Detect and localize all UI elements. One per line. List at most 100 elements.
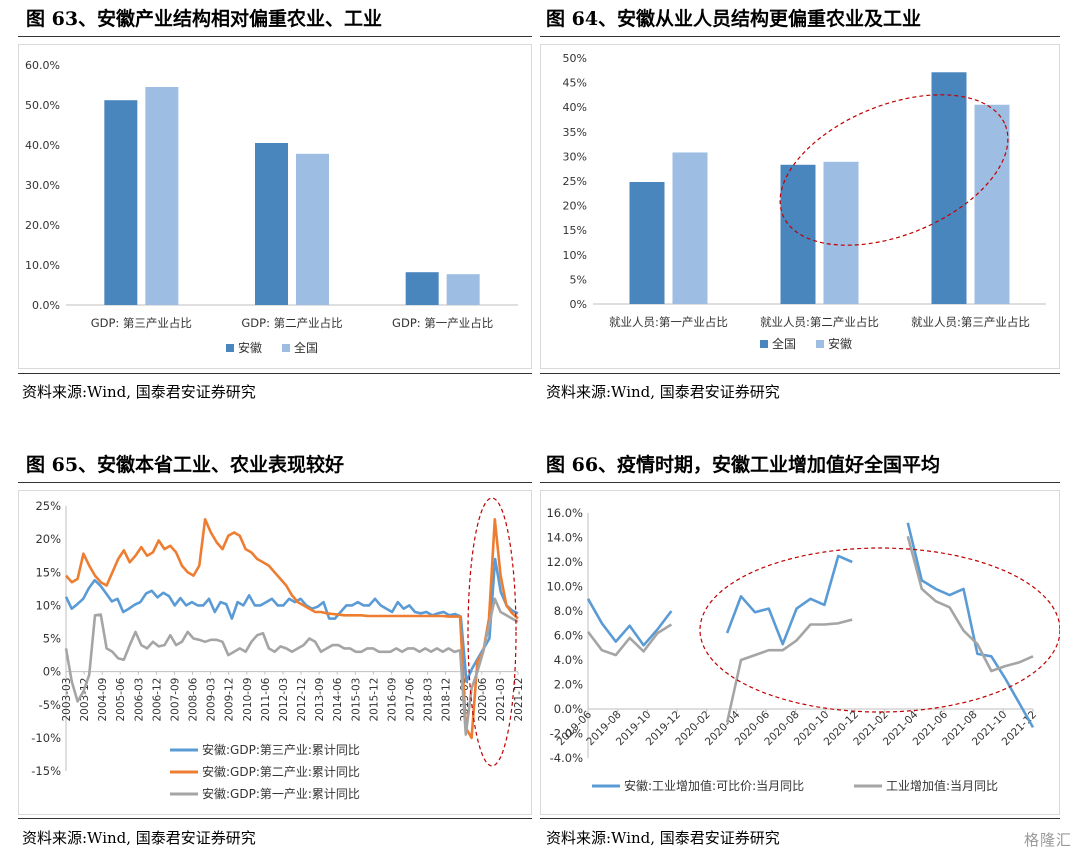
y-tick-label: 6.0%: [554, 629, 583, 643]
y-tick-label: 50.0%: [25, 99, 60, 112]
y-tick-label: 0.0%: [554, 702, 583, 716]
title-rule: [540, 36, 1060, 37]
series-line: [64, 597, 519, 736]
title-rule: [18, 482, 532, 483]
y-tick-label: 35%: [563, 126, 587, 139]
series-line: [64, 557, 519, 683]
y-tick-label: -5%: [39, 698, 61, 712]
chart-66: -4.0% -2.0% 0.0% 2.0% 4.0% 6.0% 8.0% 10.0% 12.0%…: [540, 490, 1061, 815]
y-tick-label: 12.0%: [546, 555, 583, 569]
y-tick-label: 0%: [43, 665, 61, 679]
y-tick-label: 20%: [35, 532, 61, 546]
x-tick-label: 2010-09: [242, 678, 254, 722]
y-tick-label: -4.0%: [550, 751, 583, 765]
x-tick-label: 2003-12: [79, 678, 91, 722]
y-tick-label: 10%: [35, 598, 61, 612]
chart-63: 0.0% 10.0% 20.0% 30.0% 40.0% 50.0% 60.0% GDP: 第…: [18, 44, 532, 369]
series-line: [725, 554, 853, 646]
y-tick-label: 20.0%: [25, 219, 60, 232]
y-tick-label: 2.0%: [554, 678, 583, 692]
y-tick-label: 25%: [563, 175, 587, 188]
chart-65-svg: -15% -10% -5% 0% 5% 10% 15% 20% 25% 2003-03 2003-1…: [18, 490, 532, 815]
y-tick-label: 30.0%: [25, 179, 60, 192]
title-rule: [540, 482, 1060, 483]
y-tick-label: 10.0%: [546, 580, 583, 594]
category-label: GDP: 第一产业占比: [392, 316, 493, 330]
x-tick-label: 2006-03: [133, 678, 145, 722]
x-tick-label: 2013-09: [314, 678, 326, 722]
x-tick-label: 2015-03: [350, 678, 362, 722]
y-tick-label: 60.0%: [25, 59, 60, 72]
y-tick-label: -15%: [31, 764, 61, 778]
y-tick-label: 5%: [43, 632, 61, 646]
y-tick-label: 15%: [563, 224, 587, 237]
legend-label: 全国: [294, 340, 318, 355]
legend-label: 安徽: [238, 340, 262, 355]
legend-label: 安徽: [828, 336, 852, 351]
bar-series1: [629, 181, 665, 304]
figure-66-title: 图 66、疫情时期，安徽工业增加值好全国平均: [546, 454, 941, 476]
x-tick-label: 2020-06: [477, 677, 489, 721]
chart-63-svg: 0.0% 10.0% 20.0% 30.0% 40.0% 50.0% 60.0% GDP: 第…: [18, 44, 532, 369]
x-tick-label: 2016-09: [386, 678, 398, 722]
y-tick-label: 14.0%: [546, 531, 583, 545]
highlight-ellipse: [779, 94, 1009, 246]
x-tick-label: 2009-12: [224, 678, 236, 722]
chart-66-svg: -4.0% -2.0% 0.0% 2.0% 4.0% 6.0% 8.0% 10.0% 12.0%…: [540, 490, 1061, 815]
category-label: GDP: 第二产业占比: [241, 316, 342, 330]
legend-swatch: [282, 344, 290, 352]
legend-label: 安徽:工业增加值:可比价:当月同比: [624, 778, 804, 793]
x-tick-label: 2018-12: [441, 678, 453, 722]
figure-65-title: 图 65、安徽本省工业、农业表现较好: [26, 454, 345, 476]
y-tick-label: 5%: [570, 273, 587, 286]
x-tick-label: 2011-06: [260, 677, 272, 721]
watermark-logo: 格隆汇: [1023, 831, 1072, 849]
chart-64: 0% 5% 10% 15% 20% 25% 30% 35% 40% 45% 50% 就业人员:第一产业…: [540, 44, 1060, 369]
x-tick-label: 2021-03: [495, 678, 507, 722]
series-line: [586, 623, 673, 657]
y-tick-label: 10%: [563, 249, 587, 262]
y-tick-label: 50%: [563, 52, 587, 65]
legend-label: 全国: [772, 336, 796, 351]
y-tick-label: 8.0%: [554, 604, 583, 618]
legend-label: 工业增加值:当月同比: [886, 778, 998, 793]
figure-63-title: 图 63、安徽产业结构相对偏重农业、工业: [26, 8, 383, 30]
y-tick-label: 16.0%: [546, 506, 583, 520]
series-line: [906, 522, 1035, 729]
source-rule: [18, 373, 532, 374]
bar-series1: [405, 272, 439, 305]
figure-64-title: 图 64、安徽从业人员结构更偏重农业及工业: [546, 8, 922, 30]
series-line: [906, 535, 1034, 673]
source-rule: [18, 818, 532, 819]
legend-label: 安徽:GDP:第三产业:累计同比: [202, 742, 360, 757]
highlight-ellipse: [467, 497, 517, 767]
chart-65: -15% -10% -5% 0% 5% 10% 15% 20% 25% 2003-03 2003-1…: [18, 490, 532, 815]
y-tick-label: 25%: [35, 499, 61, 513]
legend-swatch: [226, 344, 234, 352]
bar-series1: [104, 100, 138, 305]
y-tick-label: -2.0%: [550, 727, 583, 741]
x-tick-label: 2003-03: [61, 678, 73, 722]
y-tick-label: 4.0%: [554, 653, 583, 667]
bar-series1: [931, 72, 967, 304]
chart-64-svg: 0% 5% 10% 15% 20% 25% 30% 35% 40% 45% 50% 就业人员:第一产业…: [540, 44, 1060, 369]
bar-series2: [823, 161, 859, 304]
bar-series2: [296, 153, 329, 305]
bar-series1: [780, 164, 816, 304]
source-note: 资料来源:Wind, 国泰君安证券研究: [546, 383, 780, 401]
y-tick-label: -10%: [31, 731, 61, 745]
y-tick-label: 45%: [563, 77, 587, 90]
y-tick-label: 40.0%: [25, 139, 60, 152]
category-label: 就业人员:第一产业占比: [609, 315, 728, 329]
y-tick-label: 0.0%: [32, 299, 60, 312]
x-tick-label: 2012-12: [296, 678, 308, 722]
title-rule: [18, 36, 532, 37]
x-tick-label: 2018-03: [423, 678, 435, 722]
x-tick-label: 2009-03: [206, 678, 218, 722]
chart-frame: [540, 490, 1060, 815]
x-tick-label: 2004-09: [97, 678, 109, 722]
series-line: [586, 598, 673, 647]
y-tick-label: 40%: [563, 101, 587, 114]
y-tick-label: 30%: [563, 150, 587, 163]
y-tick-label: 0%: [570, 298, 587, 311]
